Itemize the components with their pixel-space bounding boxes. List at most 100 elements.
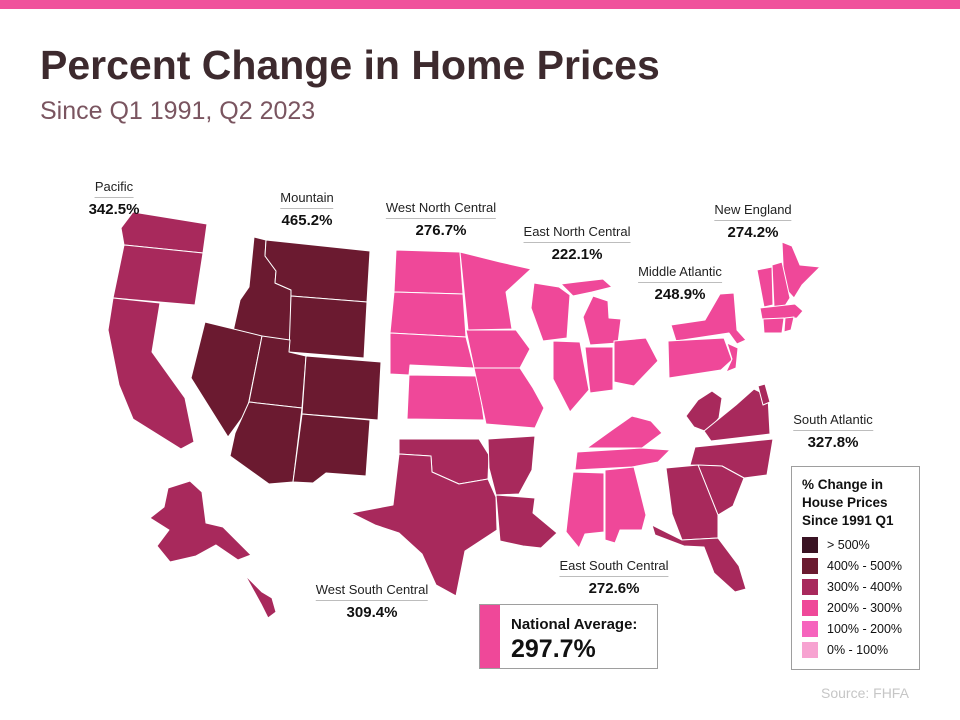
legend-swatch	[802, 621, 818, 637]
legend-item: 0% - 100%	[802, 642, 888, 658]
region-shape-east-north-central	[530, 278, 659, 413]
region-value: 309.4%	[346, 604, 398, 621]
legend-swatch	[802, 642, 818, 658]
region-name: West South Central	[315, 582, 429, 601]
region-value: 465.2%	[281, 212, 333, 229]
legend-label: 0% - 100%	[827, 643, 889, 657]
state-arizona	[229, 401, 303, 485]
region-label-south-atlantic: South Atlantic 327.8%	[793, 411, 873, 451]
state-california	[107, 297, 195, 450]
state-tennessee	[574, 447, 671, 471]
legend-item: > 500%	[802, 537, 870, 553]
region-shape-mountain	[190, 236, 382, 485]
state-indiana	[584, 346, 614, 394]
legend-swatch	[802, 600, 818, 616]
page-title: Percent Change in Home Prices	[40, 42, 660, 88]
state-illinois	[552, 340, 590, 413]
legend-label: 200% - 300%	[827, 601, 903, 615]
state-alabama	[604, 466, 647, 544]
state-oregon	[112, 244, 204, 306]
region-name: West North Central	[385, 200, 497, 219]
legend-label: 400% - 500%	[827, 559, 903, 573]
source-note: Source: FHFA	[821, 685, 909, 701]
region-value: 276.7%	[415, 222, 467, 239]
state-new-mexico	[292, 413, 371, 484]
region-label-mountain: Mountain 465.2%	[280, 189, 334, 229]
legend-swatch	[802, 579, 818, 595]
legend-item: 100% - 200%	[802, 621, 902, 637]
region-shape-south-atlantic	[651, 383, 774, 593]
state-new-york	[670, 292, 747, 345]
state-wyoming	[288, 295, 368, 359]
state-massachusetts	[759, 303, 804, 320]
page-subtitle: Since Q1 1991, Q2 2023	[40, 97, 316, 125]
state-connecticut	[762, 317, 785, 334]
state-wisconsin	[530, 282, 571, 342]
national-average-value: 297.7%	[511, 635, 596, 663]
state-iowa	[465, 329, 531, 369]
state-florida	[651, 524, 747, 593]
region-name: East North Central	[523, 224, 631, 243]
region-name: South Atlantic	[793, 412, 873, 431]
state-new-hampshire	[771, 261, 791, 310]
region-value: 274.2%	[727, 224, 779, 241]
accent-bar	[0, 0, 960, 9]
national-average-box: National Average: 297.7%	[479, 604, 658, 669]
region-name: Pacific	[94, 179, 134, 198]
legend-item: 300% - 400%	[802, 579, 902, 595]
region-name: New England	[714, 202, 792, 221]
legend-label: 300% - 400%	[827, 580, 903, 594]
state-pennsylvania	[667, 337, 733, 379]
state-montana	[264, 239, 371, 303]
state-texas	[350, 453, 498, 597]
state-new-jersey	[725, 342, 739, 373]
state-alaska	[149, 480, 252, 563]
region-label-pacific: Pacific 342.5%	[89, 178, 140, 218]
region-label-middle-atlantic: Middle Atlantic 248.9%	[638, 263, 722, 303]
legend-swatch	[802, 537, 818, 553]
legend-item: 400% - 500%	[802, 558, 902, 574]
state-vermont	[756, 266, 774, 308]
state-nebraska	[389, 332, 475, 376]
legend: % Change in House Prices Since 1991 Q1 >…	[791, 466, 920, 670]
state-michigan-upper	[560, 278, 613, 297]
region-shape-pacific	[107, 211, 277, 619]
region-value: 222.1%	[551, 246, 603, 263]
state-minnesota	[459, 251, 532, 331]
legend-label: 100% - 200%	[827, 622, 903, 636]
region-name: Middle Atlantic	[638, 264, 722, 283]
state-michigan	[582, 295, 622, 346]
region-label-west-north-central: West North Central 276.7%	[385, 199, 497, 239]
region-label-west-south-central: West South Central 309.4%	[315, 581, 429, 621]
state-hawaii	[244, 574, 277, 619]
state-north-dakota	[393, 249, 464, 295]
state-nevada	[190, 321, 263, 438]
region-value: 272.6%	[588, 580, 640, 597]
legend-item: 200% - 300%	[802, 600, 902, 616]
state-south-dakota	[389, 291, 467, 338]
state-maryland-delaware	[757, 383, 771, 406]
legend-title: % Change in House Prices Since 1991 Q1	[802, 477, 894, 528]
region-name: Mountain	[280, 190, 334, 209]
state-ohio	[613, 337, 659, 387]
region-name: East South Central	[559, 558, 669, 577]
region-shape-new-england	[756, 241, 821, 334]
region-shape-middle-atlantic	[667, 292, 747, 379]
region-label-east-north-central: East North Central 222.1%	[523, 223, 631, 263]
state-louisiana	[495, 494, 558, 549]
state-mississippi	[565, 471, 605, 549]
region-label-new-england: New England 274.2%	[714, 201, 792, 241]
state-arkansas	[487, 435, 536, 496]
national-average-swatch	[480, 605, 500, 668]
legend-label: > 500%	[827, 538, 870, 552]
state-colorado	[301, 355, 382, 421]
state-rhode-island	[783, 316, 795, 333]
state-kentucky	[586, 415, 663, 449]
state-kansas	[406, 374, 485, 421]
region-label-east-south-central: East South Central 272.6%	[559, 557, 669, 597]
legend-swatch	[802, 558, 818, 574]
region-value: 248.9%	[654, 286, 706, 303]
region-value: 342.5%	[88, 201, 140, 218]
state-missouri	[473, 367, 545, 429]
